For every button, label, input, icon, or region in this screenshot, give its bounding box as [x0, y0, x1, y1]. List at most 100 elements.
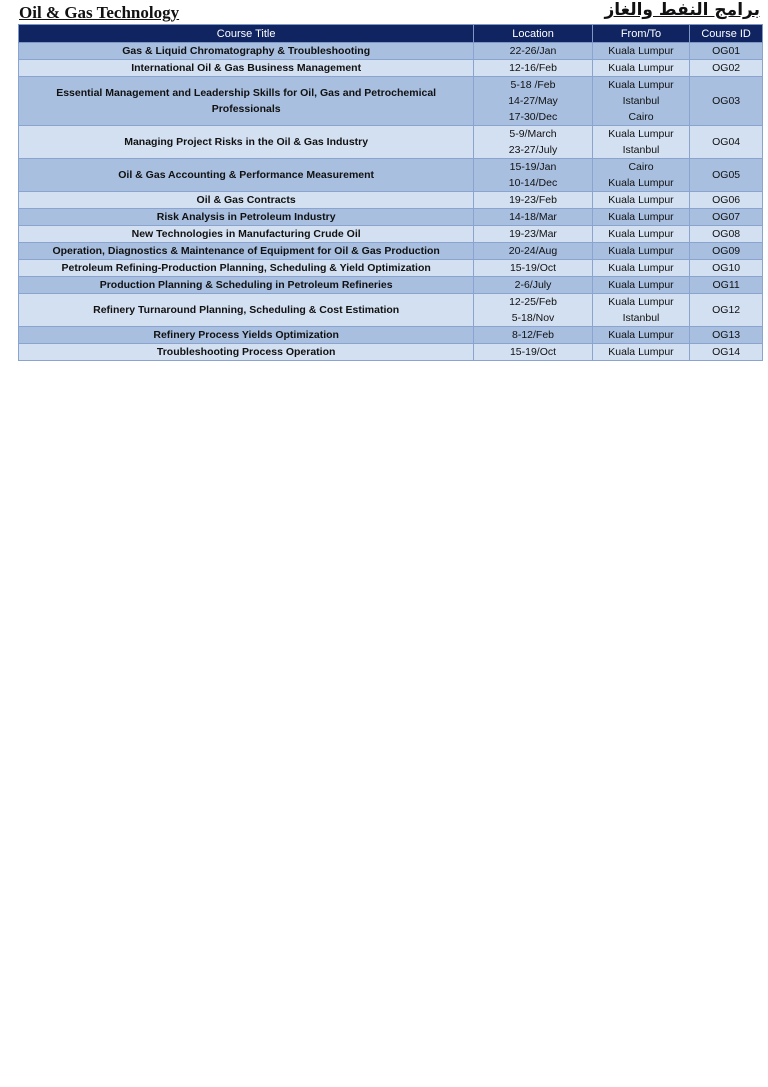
course-title: International Oil & Gas Business Managem… — [131, 62, 362, 74]
table-row: Refinery Turnaround Planning, Scheduling… — [17, 293, 763, 327]
from-to-place: Kuala Lumpur — [608, 228, 674, 240]
course-id-cell: OG07 — [689, 208, 763, 226]
from-to-place-cell: Kuala Lumpur — [591, 326, 691, 344]
course-title-cell: Production Planning & Scheduling in Petr… — [17, 276, 475, 294]
from-to-place: Kuala Lumpur — [608, 296, 674, 308]
course-title-cell: Operation, Diagnostics & Maintenance of … — [17, 242, 475, 260]
location-date-cell: 14-18/Mar — [473, 208, 593, 226]
course-id: OG06 — [712, 194, 741, 206]
course-title-cell: Troubleshooting Process Operation — [17, 343, 475, 361]
table-row: Gas & Liquid Chromatography & Troublesho… — [17, 42, 763, 60]
from-to-place-cell: Kuala Lumpur — [591, 276, 691, 294]
location-date: 20-24/Aug — [508, 245, 558, 257]
from-to-place-cell: Cairo Kuala Lumpur — [591, 158, 691, 192]
location-date-cell: 8-12/Feb — [473, 326, 593, 344]
course-title: Production Planning & Scheduling in Petr… — [99, 279, 393, 291]
location-date-cell: 12-16/Feb — [473, 59, 593, 77]
from-to-place-cell: Kuala Lumpur — [591, 242, 691, 260]
course-id: OG12 — [712, 304, 741, 316]
location-date: 12-16/Feb — [509, 62, 557, 74]
course-title: Operation, Diagnostics & Maintenance of … — [52, 245, 440, 257]
course-title-cell: Essential Management and Leadership Skil… — [17, 76, 475, 126]
course-title: Petroleum Refining-Production Planning, … — [61, 262, 431, 274]
course-id-cell: OG03 — [689, 76, 763, 126]
from-to-place: Istanbul — [622, 144, 660, 156]
from-to-place-cell: Kuala Lumpur — [591, 343, 691, 361]
course-id-cell: OG06 — [689, 191, 763, 209]
table-row: Essential Management and Leadership Skil… — [17, 76, 763, 126]
course-title: Oil & Gas Accounting & Performance Measu… — [118, 169, 375, 181]
course-title-cell: Oil & Gas Contracts — [17, 191, 475, 209]
location-date: 10-14/Dec — [508, 177, 558, 189]
column-header-course-id: Course ID — [689, 24, 763, 43]
location-date: 8-12/Feb — [512, 329, 555, 341]
from-to-place-cell: Kuala Lumpur — [591, 208, 691, 226]
table-row: Operation, Diagnostics & Maintenance of … — [17, 242, 763, 260]
column-header-location: Location — [473, 24, 593, 43]
from-to-place: Kuala Lumpur — [608, 279, 674, 291]
location-date-cell: 19-23/Feb — [473, 191, 593, 209]
location-date-cell: 20-24/Aug — [473, 242, 593, 260]
course-id: OG11 — [712, 279, 740, 291]
table-row: Risk Analysis in Petroleum Industry 14-18… — [17, 208, 763, 226]
location-date-cell: 15-19/Oct — [473, 259, 593, 277]
from-to-place: Kuala Lumpur — [608, 346, 674, 358]
course-id: OG09 — [712, 245, 741, 257]
from-to-place: Kuala Lumpur — [608, 245, 674, 257]
location-date-cell: 22-26/Jan — [473, 42, 593, 60]
course-id: OG05 — [712, 169, 741, 181]
course-id-cell: OG13 — [689, 326, 763, 344]
course-title: Risk Analysis in Petroleum Industry — [156, 211, 336, 223]
arabic-title: برامج النفط والغاز — [604, 0, 760, 20]
from-to-place: Istanbul — [622, 95, 660, 107]
course-id-cell: OG04 — [689, 125, 763, 159]
location-date: 14-27/May — [508, 95, 558, 107]
from-to-place-cell: Kuala Lumpur — [591, 259, 691, 277]
table-row: Petroleum Refining-Production Planning, … — [17, 259, 763, 277]
table-row: Managing Project Risks in the Oil & Gas … — [17, 125, 763, 159]
course-title: Oil & Gas Contracts — [196, 194, 296, 206]
column-header-title: Course Title — [17, 24, 475, 43]
course-id: OG04 — [712, 136, 741, 148]
location-date: 5-9/March — [509, 128, 557, 140]
table-header: Course Title Location From/To Course ID — [17, 24, 763, 43]
from-to-place: Kuala Lumpur — [608, 329, 674, 341]
table-row: New Technologies in Manufacturing Crude … — [17, 225, 763, 243]
location-date-cell: 15-19/Jan 10-14/Dec — [473, 158, 593, 192]
location-date-cell: 5-9/March 23-27/July — [473, 125, 593, 159]
location-date: 15-19/Oct — [509, 346, 557, 358]
course-title-cell: New Technologies in Manufacturing Crude … — [17, 225, 475, 243]
course-id-cell: OG11 — [689, 276, 763, 294]
table-row: Oil & Gas Accounting & Performance Measu… — [17, 158, 763, 192]
table-row: Oil & Gas Contracts 19-23/Feb Kuala Lumpur… — [17, 191, 763, 209]
location-date: 5-18 /Feb — [510, 79, 556, 91]
from-to-place: Kuala Lumpur — [608, 177, 674, 189]
course-id-cell: OG10 — [689, 259, 763, 277]
course-id: OG14 — [712, 346, 741, 358]
course-id: OG10 — [712, 262, 741, 274]
from-to-place-cell: Kuala Lumpur — [591, 191, 691, 209]
course-title-cell: Managing Project Risks in the Oil & Gas … — [17, 125, 475, 159]
table-row: Troubleshooting Process Operation 15-19/O… — [17, 343, 763, 361]
course-id-cell: OG05 — [689, 158, 763, 192]
location-date: 19-23/Mar — [509, 228, 557, 240]
course-title: Gas & Liquid Chromatography & Troublesho… — [122, 45, 371, 57]
location-date-cell: 19-23/Mar — [473, 225, 593, 243]
course-title: New Technologies in Manufacturing Crude … — [131, 228, 361, 240]
location-date: 12-25/Feb — [509, 296, 557, 308]
from-to-place: Kuala Lumpur — [608, 128, 674, 140]
course-title-cell: International Oil & Gas Business Managem… — [17, 59, 475, 77]
location-date-cell: 5-18 /Feb 14-27/May 17-30/Dec — [473, 76, 593, 126]
course-title-cell: Oil & Gas Accounting & Performance Measu… — [17, 158, 475, 192]
location-date: 15-19/Oct — [509, 262, 557, 274]
course-id-cell: OG12 — [689, 293, 763, 327]
course-title-cell: Refinery Process Yields Optimization — [17, 326, 475, 344]
course-id: OG03 — [712, 95, 741, 107]
course-title-cell: Risk Analysis in Petroleum Industry — [17, 208, 475, 226]
course-id: OG13 — [712, 329, 741, 341]
from-to-place: Kuala Lumpur — [608, 62, 674, 74]
from-to-place: Kuala Lumpur — [608, 45, 674, 57]
course-title: Troubleshooting Process Operation — [156, 346, 336, 358]
course-title: Managing Project Risks in the Oil & Gas … — [124, 136, 369, 148]
page-title: Oil & Gas Technology — [19, 3, 180, 22]
